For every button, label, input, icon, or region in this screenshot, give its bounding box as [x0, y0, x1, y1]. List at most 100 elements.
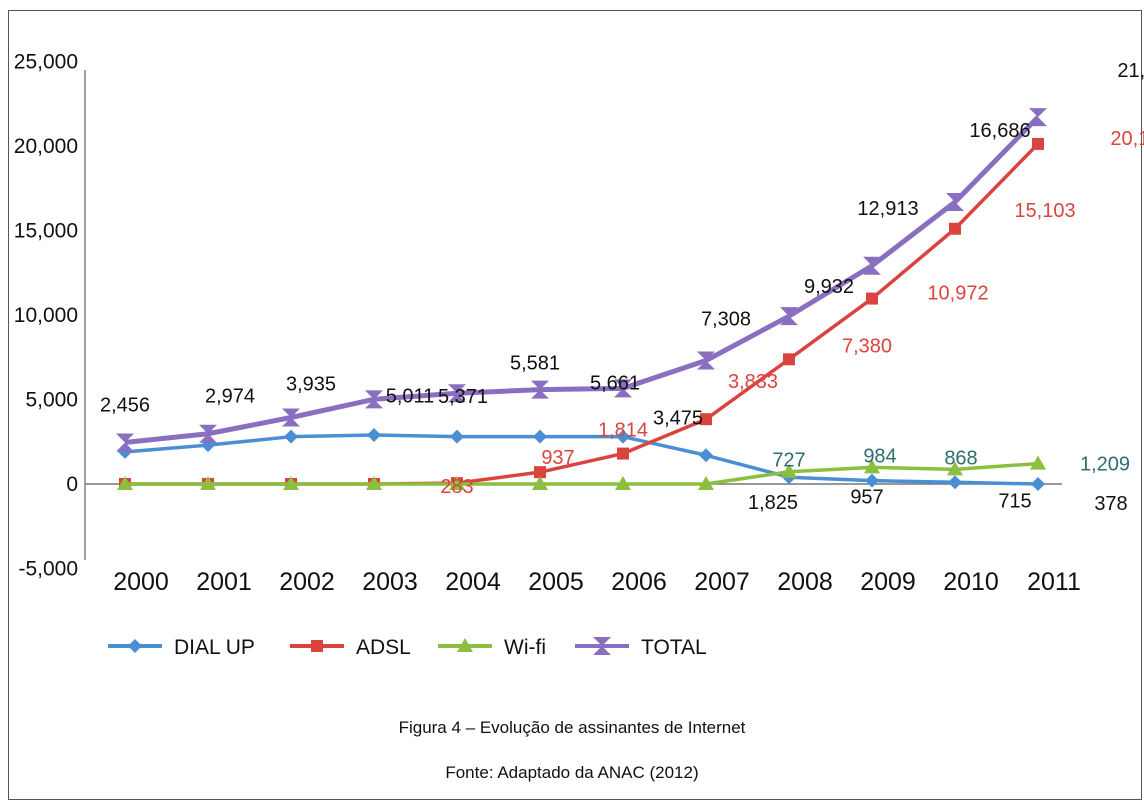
legend-label: Wi-fi — [504, 636, 546, 659]
data-label-dial-up: 1,825 — [748, 492, 798, 514]
y-tick-label: 10,000 — [14, 304, 78, 327]
data-label-dial-up: 378 — [1094, 493, 1127, 515]
data-point-total — [531, 380, 549, 399]
data-label-total: 7,308 — [701, 308, 751, 330]
data-point-dial-up — [948, 475, 962, 490]
x-tick-label: 2002 — [279, 568, 335, 596]
x-tick-label: 2010 — [943, 568, 999, 596]
data-label-total: 16,686 — [969, 120, 1030, 142]
legend-swatch-marker — [457, 638, 473, 652]
y-tick-label: 20,000 — [14, 135, 78, 158]
data-label-adsl: 20,123 — [1110, 128, 1144, 150]
data-label-total: 9,932 — [804, 276, 854, 298]
y-tick-label: 15,000 — [14, 220, 78, 243]
data-label-wi-fi: 868 — [944, 447, 977, 469]
data-point-wi-fi — [947, 461, 963, 476]
data-point-total — [365, 390, 383, 409]
legend-item-total: TOTAL — [575, 636, 707, 659]
line-chart: 25,000 20,000 15,000 10,000 5,000 0 -5,000 200… — [14, 51, 1144, 660]
data-point-adsl — [783, 353, 795, 366]
figure-source: Fonte: Adaptado da ANAC (2012) — [445, 763, 699, 782]
series-line-adsl — [125, 142, 1040, 486]
data-point-wi-fi — [449, 476, 465, 490]
legend-swatch-marker — [593, 637, 611, 655]
data-point-adsl — [949, 222, 961, 235]
data-point-total — [199, 424, 217, 443]
x-axis-ticks: 2000 2001 2002 2003 2004 2005 2006 2007 2008 2009… — [113, 568, 1081, 596]
legend-label: DIAL UP — [174, 636, 255, 659]
data-point-wi-fi — [532, 476, 548, 490]
y-tick-label: -5,000 — [18, 558, 78, 581]
data-point-wi-fi — [1030, 455, 1046, 470]
data-label-adsl: 283 — [440, 476, 473, 498]
legend-item-dial-up: DIAL UP — [108, 636, 255, 659]
legend-label: ADSL — [356, 636, 411, 659]
data-point-wi-fi — [781, 463, 797, 478]
x-tick-label: 2006 — [611, 568, 667, 596]
x-tick-label: 2011 — [1027, 568, 1081, 596]
data-point-dial-up — [450, 429, 464, 444]
data-point-total — [863, 256, 881, 275]
data-point-dial-up — [865, 473, 879, 488]
data-label-total: 5,011 — [386, 385, 435, 407]
x-tick-label: 2009 — [860, 568, 916, 596]
data-point-total — [946, 193, 964, 212]
data-label-adsl: 1,814 — [598, 420, 648, 442]
data-label-total: 5,371 — [438, 386, 488, 408]
data-point-total — [780, 307, 798, 326]
legend: DIAL UP ADSL Wi-fi TOTAL — [108, 636, 707, 659]
x-tick-label: 2004 — [445, 568, 501, 596]
data-label-adsl: 15,103 — [1014, 200, 1075, 222]
legend-swatch-marker — [128, 639, 142, 653]
data-point-dial-up — [699, 448, 713, 463]
data-point-total — [614, 379, 632, 398]
data-label-adsl: 7,380 — [842, 335, 892, 357]
data-label-total: 12,913 — [857, 198, 918, 220]
series-layer — [116, 108, 1047, 491]
data-point-adsl — [1032, 137, 1044, 150]
data-point-wi-fi — [698, 476, 714, 490]
data-label-dial-up: 957 — [850, 487, 883, 509]
series-line-wi-fi — [125, 461, 1039, 486]
y-tick-label: 25,000 — [14, 51, 78, 74]
data-point-wi-fi — [864, 459, 880, 474]
data-point-wi-fi — [366, 476, 382, 490]
series-wi-fi — [117, 455, 1046, 490]
y-tick-label: 5,000 — [25, 389, 78, 412]
data-label-total: 2,456 — [100, 394, 150, 416]
data-point-dial-up — [616, 429, 630, 444]
data-label-wi-fi: 1,209 — [1080, 454, 1130, 476]
x-tick-label: 2007 — [694, 568, 750, 596]
series-dial-up — [118, 427, 1045, 491]
data-label-dial-up: 715 — [998, 490, 1031, 512]
data-label-adsl: 10,972 — [927, 283, 988, 305]
data-point-dial-up — [284, 429, 298, 444]
y-tick-label: 0 — [66, 473, 78, 496]
data-point-wi-fi — [283, 476, 299, 490]
data-point-adsl — [534, 466, 546, 479]
data-point-dial-up — [367, 427, 381, 442]
x-tick-label: 2005 — [528, 568, 584, 596]
data-point-total — [697, 351, 715, 370]
data-point-wi-fi — [615, 476, 631, 490]
data-label-adsl: 3,833 — [728, 371, 778, 393]
data-label-total: 3,935 — [286, 373, 336, 395]
data-point-adsl — [700, 413, 712, 426]
x-tick-label: 2000 — [113, 568, 169, 596]
y-axis-ticks: 25,000 20,000 15,000 10,000 5,000 0 -5,000 — [14, 51, 78, 581]
data-label-total: 5,661 — [590, 372, 640, 394]
series-line-dial-up — [124, 433, 1039, 486]
series-total — [116, 108, 1047, 452]
series-line-total — [124, 115, 1040, 445]
legend-item-wi-fi: Wi-fi — [438, 636, 546, 659]
data-label-dial-up: 3,475 — [653, 407, 703, 429]
data-label-wi-fi: 727 — [772, 450, 805, 472]
legend-item-adsl: ADSL — [290, 636, 411, 659]
data-label-total: 21,710 — [1117, 60, 1144, 82]
data-point-wi-fi — [200, 476, 216, 490]
legend-label: TOTAL — [641, 636, 707, 659]
data-point-adsl — [866, 292, 878, 305]
data-label-adsl: 937 — [541, 447, 574, 469]
x-tick-label: 2008 — [777, 568, 833, 596]
data-point-total — [448, 384, 466, 403]
